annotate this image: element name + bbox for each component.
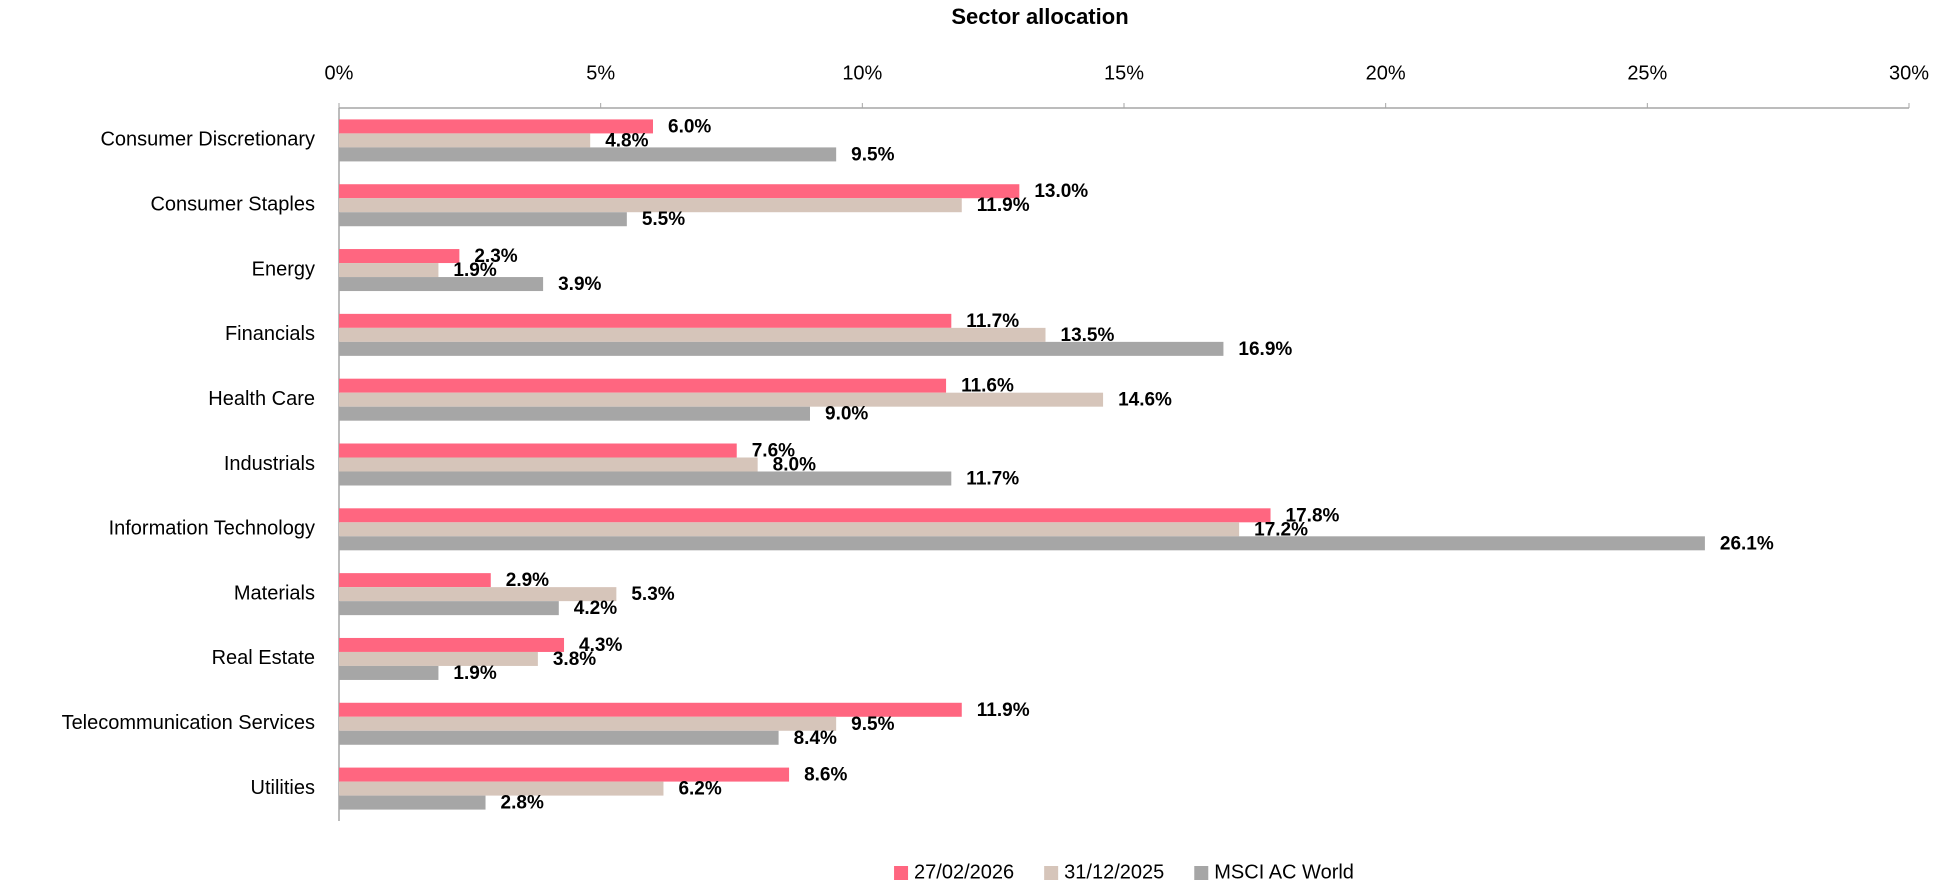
- bar: [339, 184, 1020, 199]
- x-tick-label: 30%: [1889, 62, 1929, 84]
- bar: [339, 522, 1240, 537]
- bar: [339, 781, 664, 796]
- y-tick-label: Health Care: [208, 388, 315, 410]
- y-tick-label: Utilities: [251, 777, 315, 799]
- value-label: 6.0%: [668, 116, 711, 137]
- bar: [339, 651, 538, 666]
- value-label: 16.9%: [1238, 339, 1292, 360]
- legend-swatch: [1194, 866, 1209, 880]
- x-tick-label: 0%: [325, 62, 354, 84]
- value-label: 1.9%: [453, 260, 496, 281]
- legend-swatch: [894, 866, 909, 880]
- bar: [339, 457, 758, 472]
- value-label: 4.2%: [574, 598, 617, 619]
- bar: [339, 702, 962, 717]
- value-label: 3.8%: [553, 649, 596, 670]
- bar: [339, 573, 491, 588]
- value-label: 17.8%: [1286, 505, 1340, 526]
- value-label: 11.7%: [966, 469, 1019, 490]
- bar: [339, 392, 1104, 407]
- bar: [339, 147, 837, 162]
- y-tick-label: Consumer Staples: [150, 194, 315, 216]
- bar: [339, 716, 837, 731]
- value-label: 3.9%: [558, 274, 601, 295]
- value-label: 17.2%: [1254, 519, 1308, 540]
- x-tick-label: 15%: [1104, 62, 1144, 84]
- bar: [339, 471, 952, 486]
- x-tick-label: 10%: [842, 62, 882, 84]
- value-label: 11.7%: [966, 311, 1019, 332]
- bar: [339, 263, 439, 278]
- value-label: 11.6%: [961, 376, 1014, 397]
- bar: [339, 795, 486, 810]
- legend-swatch: [1044, 866, 1059, 880]
- value-label: 13.0%: [1034, 181, 1088, 202]
- value-label: 2.8%: [501, 793, 544, 814]
- value-label: 1.9%: [453, 663, 496, 684]
- y-tick-label: Telecommunication Services: [62, 712, 315, 734]
- bar: [339, 249, 460, 264]
- value-label: 4.8%: [605, 130, 648, 151]
- x-tick-label: 20%: [1366, 62, 1406, 84]
- value-label: 14.6%: [1118, 390, 1172, 411]
- bar: [339, 730, 779, 745]
- value-label: 26.1%: [1720, 533, 1774, 554]
- bar: [339, 637, 565, 652]
- legend-label: MSCI AC World: [1214, 861, 1354, 883]
- bar: [339, 198, 962, 213]
- y-tick-label: Energy: [252, 258, 315, 280]
- value-label: 9.5%: [851, 714, 894, 735]
- value-label: 13.5%: [1061, 325, 1115, 346]
- bar: [339, 406, 810, 421]
- value-label: 9.5%: [851, 144, 894, 165]
- y-tick-label: Materials: [234, 582, 315, 604]
- y-tick-label: Financials: [225, 323, 315, 345]
- bar: [339, 327, 1046, 342]
- value-label: 8.4%: [794, 728, 837, 749]
- value-label: 5.5%: [642, 209, 685, 230]
- y-tick-label: Consumer Discretionary: [100, 129, 315, 151]
- value-label: 2.9%: [506, 570, 549, 591]
- value-label: 6.2%: [678, 779, 721, 800]
- x-tick-label: 25%: [1627, 62, 1667, 84]
- value-label: 8.6%: [804, 765, 847, 786]
- y-tick-label: Real Estate: [212, 647, 315, 669]
- bar: [339, 378, 947, 393]
- bar: [339, 443, 737, 458]
- bar: [339, 508, 1271, 523]
- y-tick-label: Industrials: [224, 453, 315, 475]
- bar: [339, 536, 1705, 551]
- value-label: 9.0%: [825, 404, 868, 425]
- bar: [339, 212, 627, 227]
- bar: [339, 341, 1224, 356]
- value-label: 7.6%: [752, 441, 795, 462]
- x-tick-label: 5%: [586, 62, 615, 84]
- value-label: 5.3%: [631, 584, 674, 605]
- bar: [339, 313, 952, 328]
- chart-title: Sector allocation: [951, 4, 1128, 29]
- bar: [339, 587, 617, 602]
- bar: [339, 665, 439, 680]
- y-tick-label: Information Technology: [109, 518, 315, 540]
- bar: [339, 133, 591, 148]
- value-label: 11.9%: [977, 195, 1030, 216]
- bar: [339, 767, 790, 782]
- legend-label: 27/02/2026: [914, 861, 1014, 883]
- bar: [339, 277, 544, 292]
- bar: [339, 119, 653, 134]
- value-label: 4.3%: [579, 635, 622, 656]
- legend-label: 31/12/2025: [1064, 861, 1164, 883]
- value-label: 2.3%: [474, 246, 517, 267]
- bar: [339, 601, 559, 616]
- value-label: 8.0%: [773, 455, 816, 476]
- value-label: 11.9%: [977, 700, 1030, 721]
